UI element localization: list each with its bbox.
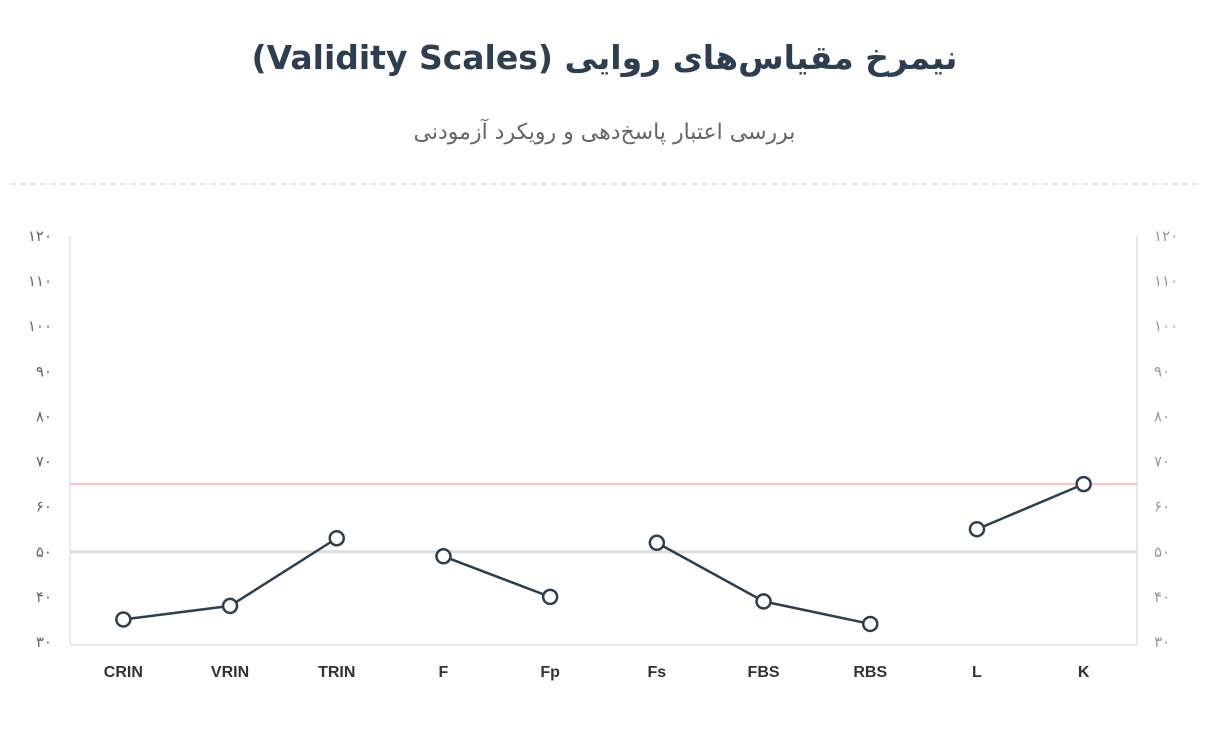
line-segment-1: [443, 555, 551, 599]
y-tick-left: ۵۰: [36, 543, 52, 561]
line-segment-3: [976, 482, 1085, 531]
y-tick-right: ۱۰۰: [1154, 317, 1178, 335]
x-tick-fbs: FBS: [748, 664, 780, 681]
y-tick-left: ۴۰: [36, 588, 52, 606]
data-point-crin[interactable]: [115, 611, 132, 628]
data-point-l[interactable]: [968, 520, 986, 538]
y-tick-left: ۳۰: [36, 633, 52, 651]
data-point-k[interactable]: [1075, 475, 1092, 493]
data-point-fbs[interactable]: [755, 593, 772, 610]
y-tick-left: ۹۰: [36, 362, 52, 380]
data-point-vrin[interactable]: [221, 597, 239, 615]
y-tick-right: ۱۱۰: [1154, 272, 1178, 290]
x-tick-crin: CRIN: [104, 664, 143, 681]
y-tick-left: ۸۰: [36, 407, 52, 425]
chart-subtitle: بررسی اعتبار پاسخ‌دهی و رویکرد آزمودنی: [413, 120, 796, 145]
y-tick-right: ۵۰: [1154, 543, 1170, 561]
y-tick-right: ۶۰: [1154, 498, 1170, 516]
y-tick-right: ۹۰: [1154, 362, 1170, 380]
y-tick-right: ۷۰: [1154, 453, 1170, 471]
x-tick-k: K: [1078, 664, 1090, 681]
y-tick-left: ۱۲۰: [28, 227, 52, 245]
line-segment-2: [656, 541, 871, 626]
data-point-trin[interactable]: [328, 529, 345, 547]
x-tick-vrin: VRIN: [211, 664, 249, 681]
divider: [10, 183, 1198, 185]
data-point-f[interactable]: [435, 548, 452, 565]
y-tick-right: ۳۰: [1154, 633, 1170, 651]
x-tick-l: L: [972, 664, 982, 681]
y-tick-left: ۱۰۰: [28, 317, 52, 335]
x-tick-fs: Fs: [648, 664, 667, 681]
y-tick-left: ۷۰: [36, 453, 52, 471]
x-tick-f: F: [439, 664, 449, 681]
y-tick-right: ۱۲۰: [1154, 227, 1178, 245]
chart-title: نیمرخ مقیاس‌های روایی (Validity Scales): [251, 38, 958, 77]
y-tick-right: ۸۰: [1154, 407, 1170, 425]
y-tick-left: ۱۱۰: [28, 272, 52, 290]
y-tick-right: ۴۰: [1154, 588, 1170, 606]
x-tick-fp: Fp: [540, 664, 560, 681]
data-point-fs[interactable]: [648, 534, 666, 552]
x-tick-trin: TRIN: [318, 664, 355, 681]
data-point-fp[interactable]: [541, 588, 559, 606]
data-point-rbs[interactable]: [862, 615, 879, 633]
y-tick-left: ۶۰: [36, 498, 52, 516]
x-tick-rbs: RBS: [853, 664, 887, 681]
